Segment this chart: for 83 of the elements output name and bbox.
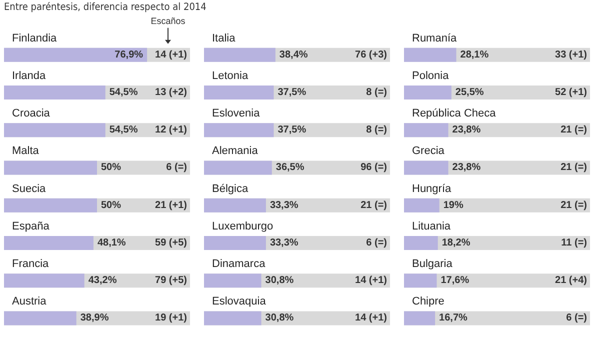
annotation: 76 (+3)	[355, 49, 387, 60]
annotation: 21 (+1)	[155, 200, 187, 211]
y-tick-label: Chipre	[412, 296, 444, 308]
data-label: 54,5%	[109, 86, 138, 98]
data-label: 33,3%	[270, 200, 298, 211]
data-label: 38,4%	[279, 49, 308, 60]
bar	[404, 236, 438, 250]
annotation: 14 (+1)	[155, 49, 187, 60]
y-tick-label: Croacia	[12, 108, 51, 120]
y-tick-label: Malta	[12, 145, 40, 158]
data-label: 50%	[101, 200, 122, 211]
data-label: 19%	[443, 200, 464, 211]
annotation: 13 (+2)	[155, 86, 187, 98]
data-label: 33,3%	[270, 237, 298, 248]
bar	[404, 311, 436, 326]
annotation: 21 (=)	[560, 162, 587, 174]
data-label: 23,8%	[452, 124, 481, 136]
annotation: 59 (+5)	[155, 237, 187, 248]
y-tick-label: Rumanía	[412, 32, 458, 44]
annotation: 8 (=)	[366, 86, 387, 98]
y-tick-label: Italia	[212, 32, 236, 44]
y-tick-label: Alemania	[212, 145, 259, 158]
bar	[404, 160, 448, 175]
y-tick-label: Eslovenia	[212, 108, 261, 120]
y-tick-label: Luxemburgo	[212, 220, 274, 232]
annotation: Escaños	[150, 16, 186, 26]
data-label: 37,5%	[278, 124, 306, 136]
y-tick-label: Austria	[12, 296, 48, 308]
y-tick-label: España	[12, 220, 50, 232]
data-label: 48,1%	[97, 237, 126, 248]
annotation: 12 (+1)	[155, 124, 187, 136]
data-label: 30,8%	[265, 312, 294, 324]
y-tick-label: Eslovaquia	[212, 296, 267, 308]
data-label: 38,9%	[80, 312, 109, 324]
data-label: 76,9%	[114, 49, 144, 60]
y-tick-label: Hungría	[412, 182, 452, 195]
data-label: 50%	[101, 162, 122, 174]
annotation: 6 (=)	[166, 162, 187, 174]
annotation: 52 (+1)	[555, 86, 587, 98]
bar	[404, 198, 440, 212]
bar	[404, 274, 437, 288]
data-label: 17,6%	[440, 275, 470, 286]
y-tick-label: Polonia	[412, 70, 450, 82]
annotation: 6 (=)	[566, 312, 587, 324]
annotation: 21 (+4)	[555, 275, 587, 286]
y-tick-label: Letonia	[212, 70, 249, 82]
data-label: 23,8%	[452, 162, 481, 174]
chart-subtitle: Entre paréntesis, diferencia respecto al 2014	[4, 2, 206, 13]
annotation: 33 (+1)	[555, 49, 587, 60]
y-tick-label: Dinamarca	[212, 258, 266, 270]
data-label: 54,5%	[109, 124, 138, 136]
y-tick-label: Suecia	[12, 182, 47, 195]
data-label: 37,5%	[278, 86, 306, 98]
annotation: 11 (=)	[561, 237, 587, 248]
y-tick-label: Finlandia	[12, 32, 58, 44]
bar	[204, 274, 262, 288]
annotation: 14 (+1)	[355, 275, 387, 286]
y-tick-label: República Checa	[412, 108, 497, 120]
bar	[404, 48, 456, 62]
bar	[404, 123, 448, 138]
annotation: 79 (+5)	[155, 275, 187, 286]
y-tick-label: Bulgaria	[412, 258, 454, 270]
annotation: 19 (+1)	[155, 312, 187, 324]
data-label: 28,1%	[460, 49, 489, 60]
annotation: 14 (+1)	[355, 312, 387, 324]
data-label: 18,2%	[442, 237, 470, 248]
annotation: 96 (=)	[360, 162, 387, 174]
annotation: 8 (=)	[366, 124, 387, 136]
annotation: 21 (=)	[360, 200, 387, 211]
bar	[204, 311, 262, 326]
data-label: 43,2%	[88, 275, 117, 286]
y-tick-label: Grecia	[412, 145, 446, 158]
annotation: 6 (=)	[366, 237, 387, 248]
data-label: 25,5%	[455, 86, 484, 98]
data-label: 36,5%	[276, 162, 304, 174]
annotation: 21 (=)	[560, 200, 587, 211]
y-tick-label: Bélgica	[212, 182, 249, 195]
y-tick-label: Lituania	[412, 220, 452, 232]
data-label: 30,8%	[265, 275, 294, 286]
annotation: 21 (=)	[560, 124, 587, 136]
y-tick-label: Irlanda	[12, 70, 47, 82]
data-label: 16,7%	[439, 312, 468, 324]
y-tick-label: Francia	[12, 258, 50, 270]
